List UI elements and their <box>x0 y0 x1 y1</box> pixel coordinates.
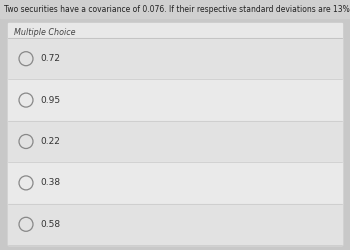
Text: 0.95: 0.95 <box>40 96 60 104</box>
Text: 0.38: 0.38 <box>40 178 60 188</box>
Text: Two securities have a covariance of 0.076. If their respective standard deviatio: Two securities have a covariance of 0.07… <box>4 4 350 14</box>
Text: Multiple Choice: Multiple Choice <box>14 28 76 37</box>
Bar <box>0 0 350 18</box>
Bar <box>8 23 342 245</box>
Bar <box>8 80 342 121</box>
Text: 0.22: 0.22 <box>40 137 60 146</box>
Bar <box>8 204 342 245</box>
Text: 0.72: 0.72 <box>40 54 60 63</box>
Text: 0.58: 0.58 <box>40 220 60 229</box>
Bar <box>8 121 342 162</box>
Bar <box>8 38 342 80</box>
Bar <box>8 162 342 203</box>
